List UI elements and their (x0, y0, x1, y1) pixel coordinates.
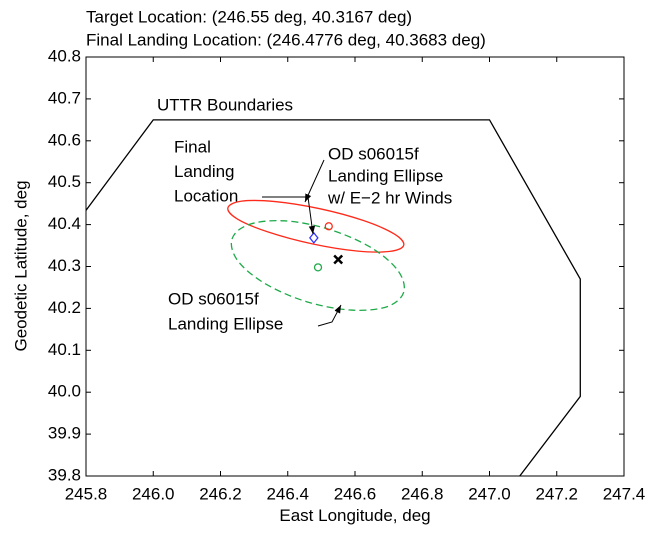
y-tick-label: 40.6 (48, 130, 81, 149)
x-tick-label: 246.6 (334, 484, 377, 503)
y-tick-label: 39.9 (48, 424, 81, 443)
marker (324, 222, 333, 231)
annotation: OD s06015f (168, 289, 259, 308)
chart-title: Target Location: (246.55 deg, 40.3167 de… (86, 7, 412, 26)
y-tick-label: 40.4 (48, 214, 81, 233)
marker (313, 263, 323, 272)
marker (309, 231, 319, 244)
y-axis-label: Geodetic Latitude, deg (11, 180, 30, 351)
x-tick-label: 246.8 (401, 484, 444, 503)
annotation-arrow (304, 159, 325, 203)
series-line (227, 199, 405, 253)
series-line (230, 219, 405, 311)
y-tick-label: 39.8 (48, 465, 81, 484)
series-line (86, 119, 581, 476)
annotation: Final (174, 137, 211, 156)
x-tick-label: 246.4 (266, 484, 309, 503)
x-tick-label: 247.2 (535, 484, 578, 503)
y-tick-label: 40.1 (48, 340, 81, 359)
chart-title: Final Landing Location: (246.4776 deg, 4… (86, 30, 486, 49)
annotation: Location (174, 186, 238, 205)
annotation: Landing (174, 162, 235, 181)
annotation: Landing Ellipse (168, 314, 283, 333)
y-tick-label: 40.8 (48, 46, 81, 65)
y-tick-label: 40.0 (48, 382, 81, 401)
plot-frame (85, 56, 625, 477)
y-tick-label: 40.2 (48, 298, 81, 317)
x-tick-label: 246.0 (132, 484, 175, 503)
annotation: w/ E−2 hr Winds (327, 188, 452, 207)
y-tick-label: 40.5 (48, 172, 81, 191)
y-tick-label: 40.3 (48, 256, 81, 275)
x-tick-label: 246.2 (199, 484, 242, 503)
x-tick-label: 245.8 (65, 484, 108, 503)
marker (333, 254, 344, 265)
x-axis-label: East Longitude, deg (279, 506, 430, 525)
y-tick-label: 40.7 (48, 88, 81, 107)
annotation: UTTR Boundaries (157, 95, 293, 114)
annotation: Landing Ellipse (328, 166, 443, 185)
plot-area (86, 119, 581, 476)
x-tick-label: 247.0 (468, 484, 511, 503)
x-tick-label: 247.4 (603, 484, 646, 503)
annotation: OD s06015f (328, 144, 419, 163)
annotation-arrow (317, 304, 342, 327)
